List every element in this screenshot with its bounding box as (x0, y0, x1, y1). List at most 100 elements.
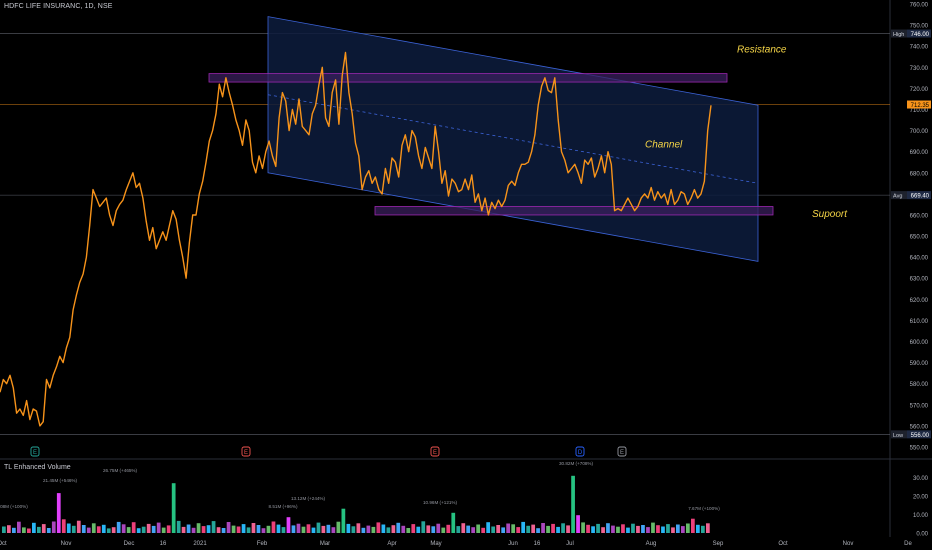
event-badge-letter: E (620, 450, 624, 456)
volume-tick-label: 10.00 (913, 513, 929, 519)
volume-bar (411, 524, 416, 533)
time-tick-label: Oct (0, 541, 7, 547)
price-tick-label: 550.00 (910, 446, 929, 452)
volume-data-label: 13.12M (+244%) (291, 496, 326, 501)
volume-bar (491, 526, 496, 533)
volume-bar (211, 521, 216, 533)
volume-bar (186, 524, 191, 533)
chart-title: HDFC LIFE INSURANC, 1D, NSE (4, 3, 113, 10)
zone-resistance (208, 73, 728, 83)
volume-bar (226, 522, 231, 533)
event-badge (30, 446, 40, 457)
low-label-tag-text: Low (893, 433, 903, 439)
volume-bar (206, 525, 211, 533)
volume-bar (471, 527, 476, 533)
volume-panel-title: TL Enhanced Volume (4, 464, 71, 471)
volume-bar (626, 527, 630, 533)
volume-bar (12, 527, 16, 533)
volume-tick-label: 30.00 (913, 476, 929, 482)
avg-label-value-box (907, 191, 931, 200)
volume-bar (231, 525, 236, 533)
volume-bar (416, 526, 421, 533)
current-price-label-value-box (907, 100, 931, 109)
volume-bar (37, 526, 41, 533)
volume-bar (531, 524, 536, 533)
volume-bar (496, 525, 501, 533)
volume-bar (441, 527, 446, 533)
volume-bar (181, 526, 186, 533)
volume-bar (591, 526, 595, 533)
channel-midline (267, 94, 759, 184)
annotation-supoort: Supoort (812, 209, 848, 220)
price-tick-label: 560.00 (910, 424, 929, 430)
volume-bar (281, 527, 286, 533)
volume-bar (596, 523, 600, 533)
volume-bar (241, 524, 246, 533)
volume-bar (671, 527, 675, 533)
volume-bar (511, 524, 516, 533)
time-tick-label: Nov (843, 541, 854, 547)
event-badge (430, 446, 440, 457)
volume-bar (661, 526, 665, 533)
volume-bar (51, 521, 56, 533)
volume-bar (321, 525, 326, 533)
volume-bar (76, 520, 81, 533)
volume-bar (541, 523, 545, 533)
volume-bar (351, 526, 356, 533)
volume-bar (27, 528, 31, 533)
price-tick-label: 610.00 (910, 319, 929, 325)
volume-bar (381, 524, 386, 533)
volume-bar (571, 475, 575, 533)
volume-bar (201, 526, 206, 533)
volume-bar (171, 483, 176, 533)
volume-bar (621, 524, 625, 533)
volume-bar (326, 524, 331, 533)
volume-data-label: 26.75M (+465%) (103, 468, 138, 473)
volume-tick-label: 0.00 (916, 532, 928, 538)
volume-bar (391, 525, 396, 533)
volume-bar (191, 527, 196, 533)
price-tick-label: 630.00 (910, 277, 929, 283)
volume-bar (436, 523, 441, 533)
volume-data-label: 7.67M (+100%) (688, 506, 720, 511)
volume-bar (346, 523, 351, 533)
volume-bar (196, 523, 201, 533)
time-tick-label: Aug (646, 541, 657, 547)
volume-bar (131, 522, 136, 533)
volume-bar (646, 527, 650, 533)
price-tick-label: 580.00 (910, 382, 929, 388)
high-label-tag-text: High (893, 32, 904, 38)
volume-bar (111, 527, 116, 533)
current-price-label-value: 712.35 (911, 103, 930, 109)
price-tick-label: 760.00 (910, 3, 929, 9)
volume-bar (561, 523, 565, 533)
price-line (0, 51, 712, 427)
volume-bar (396, 522, 401, 533)
volume-bar (86, 527, 91, 533)
volume-bar (256, 525, 261, 533)
volume-data-label: 30.82M (+708%) (559, 461, 594, 466)
volume-bar (126, 527, 131, 533)
volume-bar (586, 524, 590, 533)
volume-bar (576, 515, 580, 533)
volume-bar (2, 526, 6, 533)
volume-bar (686, 523, 690, 533)
volume-bar (96, 526, 101, 533)
time-tick-label: 16 (534, 541, 541, 547)
volume-bar (401, 525, 406, 533)
volume-bar (641, 525, 645, 533)
event-badge-letter: E (244, 450, 248, 456)
volume-bar (426, 525, 431, 533)
time-tick-label: 16 (160, 541, 167, 547)
volume-bar (251, 523, 256, 533)
volume-bar (17, 521, 21, 533)
volume-bar (221, 528, 226, 533)
low-label-value: 556.00 (911, 433, 930, 439)
volume-bar (291, 525, 296, 533)
volume-data-label: 6.08M (+100%) (0, 504, 28, 509)
volume-bar (476, 524, 481, 533)
volume-bar (516, 527, 521, 533)
volume-bar (631, 523, 635, 533)
price-tick-label: 620.00 (910, 298, 929, 304)
